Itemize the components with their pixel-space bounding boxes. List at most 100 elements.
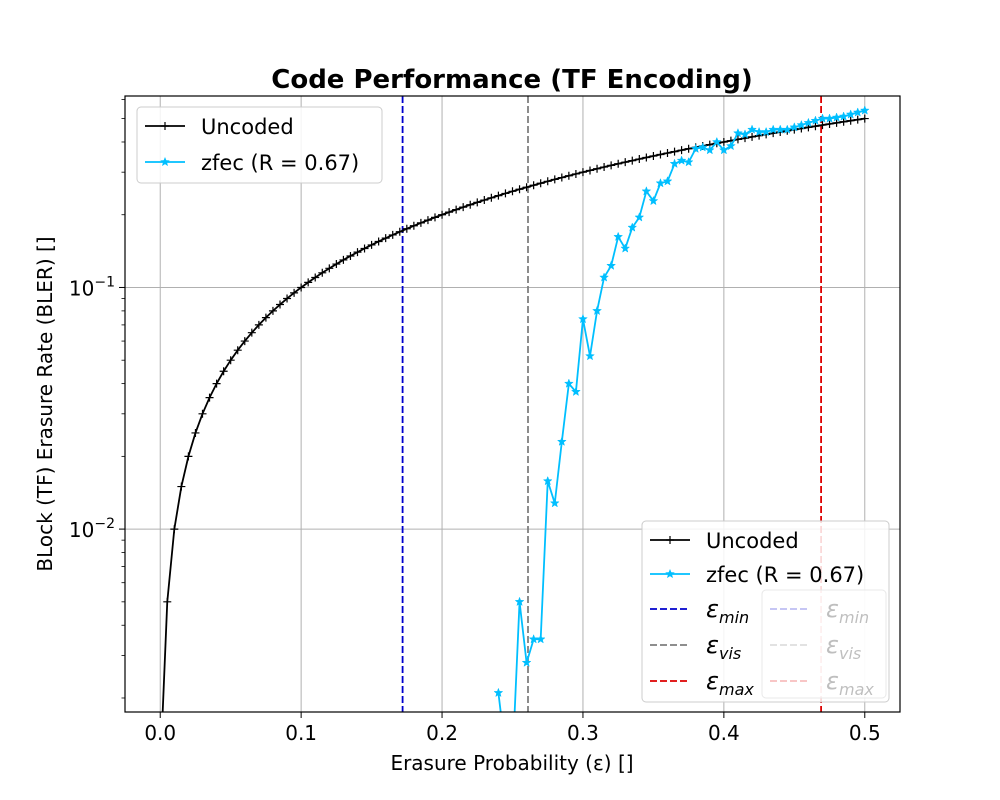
- data-point: [859, 105, 870, 115]
- data-point: [535, 634, 546, 644]
- x-axis-label: Erasure Probability (ε) []: [390, 751, 633, 775]
- legend-label: εmin: [826, 595, 869, 627]
- legend-entry: zfec (R = 0.67): [145, 151, 359, 175]
- data-point: [549, 497, 560, 508]
- x-tick-label: 0.3: [567, 721, 599, 745]
- data-point: [803, 117, 814, 128]
- data-point: [445, 208, 454, 217]
- series-group: [161, 105, 870, 712]
- data-point: [325, 264, 334, 273]
- data-point: [635, 155, 644, 164]
- data-point: [381, 234, 390, 243]
- data-point: [508, 187, 517, 196]
- data-point: [318, 268, 327, 277]
- data-point: [233, 346, 242, 355]
- data-point: [747, 124, 758, 134]
- data-point: [782, 124, 793, 134]
- data-point: [606, 260, 617, 270]
- data-point: [557, 173, 566, 182]
- data-point: [416, 218, 425, 227]
- data-point: [846, 116, 855, 125]
- data-point: [600, 163, 609, 172]
- data-point: [346, 251, 355, 260]
- data-point: [683, 156, 694, 167]
- legend-entry: εvis: [650, 631, 741, 663]
- legend-label: εmin: [706, 595, 749, 627]
- data-point: [473, 198, 482, 207]
- data-point: [810, 115, 821, 125]
- data-point: [711, 136, 722, 147]
- data-point: [536, 179, 545, 188]
- data-point: [677, 146, 686, 155]
- data-point: [402, 224, 411, 233]
- data-point: [564, 171, 573, 180]
- data-point: [522, 183, 531, 192]
- data-point: [542, 475, 553, 486]
- data-point: [261, 313, 270, 322]
- data-point: [388, 230, 397, 239]
- data-point: [521, 657, 532, 667]
- data-point: [697, 142, 708, 152]
- data-point: [656, 150, 665, 159]
- data-point: [832, 118, 841, 127]
- data-point: [297, 283, 306, 292]
- data-point: [570, 386, 581, 397]
- legends: Uncoded zfec (R = 0.67) Uncoded zfec (R = 0…: [136, 106, 890, 703]
- x-axis-ticks: 0.0 0.1 0.2 0.3 0.4 0.5: [144, 712, 881, 745]
- data-point: [811, 122, 820, 131]
- data-point: [704, 144, 715, 155]
- legend-box: [136, 106, 383, 184]
- data-point: [642, 153, 651, 162]
- data-point: [254, 320, 263, 329]
- data-point: [684, 144, 693, 153]
- data-point: [789, 122, 800, 132]
- data-point: [515, 185, 524, 194]
- legend-ghost-box: [761, 589, 887, 699]
- data-point: [852, 107, 863, 117]
- data-point: [501, 189, 510, 198]
- data-point: [563, 378, 574, 388]
- y-axis-ticks: 10−2 10−1: [69, 99, 125, 699]
- data-point: [438, 210, 447, 219]
- legend-entry: Uncoded: [145, 115, 294, 139]
- data-point: [353, 248, 362, 257]
- legend-entry: zfec (R = 0.67): [650, 563, 864, 587]
- data-point: [719, 137, 728, 146]
- data-point: [627, 222, 638, 232]
- data-point: [268, 306, 277, 315]
- data-point: [276, 300, 284, 309]
- data-point: [409, 221, 418, 230]
- data-point: [184, 452, 193, 461]
- data-point: [607, 161, 616, 170]
- data-point: [593, 164, 602, 173]
- data-point: [761, 126, 772, 137]
- data-point: [311, 273, 320, 282]
- legend-entry: εmax: [650, 667, 754, 699]
- data-point: [614, 159, 623, 168]
- legend-label: zfec (R = 0.67): [201, 151, 359, 175]
- legend-entry: εmax: [770, 667, 874, 699]
- legend-label: Uncoded: [706, 529, 799, 553]
- chart-title: Code Performance (TF Encoding): [271, 65, 753, 95]
- data-point: [163, 597, 172, 606]
- data-point: [459, 203, 468, 212]
- data-point: [853, 115, 862, 124]
- data-point: [374, 237, 383, 246]
- data-point: [592, 305, 603, 316]
- data-point: [613, 231, 624, 242]
- x-tick-label: 0.0: [144, 721, 176, 745]
- data-point: [170, 525, 179, 534]
- data-point: [240, 337, 249, 346]
- legend-marker: [666, 536, 674, 544]
- series-zfec: [493, 105, 870, 712]
- x-tick-label: 0.4: [708, 721, 740, 745]
- data-point: [663, 149, 672, 158]
- data-point: [494, 191, 503, 200]
- data-point: [621, 158, 630, 167]
- data-point: [662, 176, 673, 186]
- data-point: [748, 132, 757, 141]
- data-point: [690, 143, 701, 153]
- data-point: [487, 193, 496, 202]
- data-point: [740, 129, 750, 139]
